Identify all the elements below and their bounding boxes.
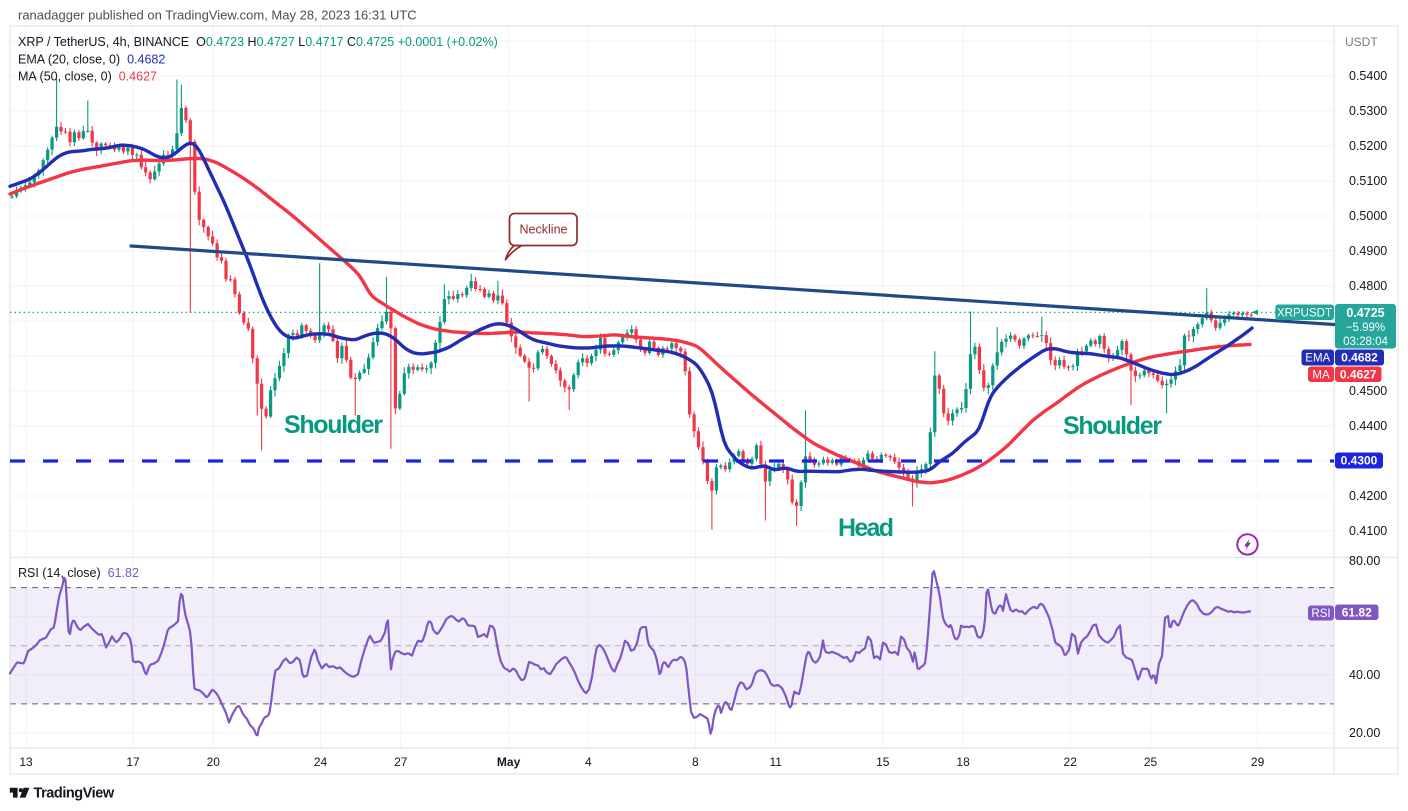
- svg-text:MA (50, close, 0) 0.4627: MA (50, close, 0) 0.4627: [18, 70, 157, 84]
- svg-text:17: 17: [126, 755, 140, 769]
- svg-text:0.4725: 0.4725: [1346, 306, 1384, 320]
- svg-text:03:28:04: 03:28:04: [1343, 336, 1388, 348]
- svg-text:27: 27: [394, 755, 408, 769]
- svg-text:0.5200: 0.5200: [1349, 139, 1387, 153]
- svg-text:May: May: [497, 755, 521, 769]
- svg-text:20.00: 20.00: [1349, 726, 1380, 740]
- svg-text:0.5000: 0.5000: [1349, 209, 1387, 223]
- svg-text:USDT: USDT: [1345, 35, 1378, 49]
- svg-text:Neckline: Neckline: [520, 223, 568, 237]
- svg-text:0.5400: 0.5400: [1349, 69, 1387, 83]
- svg-text:13: 13: [19, 755, 33, 769]
- svg-text:ranadagger published on Tradin: ranadagger published on TradingView.com,…: [18, 8, 417, 23]
- svg-text:0.4900: 0.4900: [1349, 244, 1387, 258]
- svg-text:MA: MA: [1312, 369, 1330, 381]
- svg-text:24: 24: [314, 755, 328, 769]
- svg-text:0.4100: 0.4100: [1349, 524, 1387, 538]
- svg-text:0.4400: 0.4400: [1349, 419, 1387, 433]
- svg-text:18: 18: [956, 755, 970, 769]
- svg-text:EMA: EMA: [1305, 353, 1330, 365]
- svg-text:15: 15: [876, 755, 890, 769]
- svg-text:RSI (14, close) 61.82: RSI (14, close) 61.82: [18, 566, 139, 580]
- svg-text:61.82: 61.82: [1342, 605, 1372, 619]
- svg-text:0.4200: 0.4200: [1349, 489, 1387, 503]
- svg-text:22: 22: [1064, 755, 1078, 769]
- svg-text:20: 20: [207, 755, 221, 769]
- svg-text:0.4682: 0.4682: [1341, 351, 1378, 365]
- svg-text:Shoulder: Shoulder: [284, 411, 383, 439]
- svg-text:TradingView: TradingView: [34, 786, 115, 802]
- svg-text:Head: Head: [838, 514, 894, 542]
- svg-text:80.00: 80.00: [1349, 554, 1380, 568]
- svg-text:40.00: 40.00: [1349, 668, 1380, 682]
- svg-text:Shoulder: Shoulder: [1063, 412, 1162, 440]
- svg-text:XRPUSDT: XRPUSDT: [1277, 308, 1332, 320]
- svg-text:−5.99%: −5.99%: [1346, 322, 1385, 334]
- svg-text:11: 11: [769, 755, 782, 769]
- svg-text:29: 29: [1251, 755, 1265, 769]
- svg-text:25: 25: [1144, 755, 1158, 769]
- svg-text:RSI: RSI: [1311, 608, 1330, 620]
- svg-text:0.5100: 0.5100: [1349, 174, 1387, 188]
- svg-text:XRP / TetherUS, 4h, BINANCE O: XRP / TetherUS, 4h, BINANCE O0.4723 H0.4…: [18, 35, 498, 49]
- svg-text:EMA (20, close, 0) 0.4682: EMA (20, close, 0) 0.4682: [18, 53, 165, 67]
- svg-text:0.4627: 0.4627: [1340, 367, 1377, 381]
- svg-text:0.4500: 0.4500: [1349, 384, 1387, 398]
- svg-text:0.4800: 0.4800: [1349, 279, 1387, 293]
- svg-text:0.5300: 0.5300: [1349, 104, 1387, 118]
- svg-text:0.4300: 0.4300: [1341, 454, 1378, 468]
- svg-text:4: 4: [585, 755, 592, 769]
- svg-text:8: 8: [692, 755, 699, 769]
